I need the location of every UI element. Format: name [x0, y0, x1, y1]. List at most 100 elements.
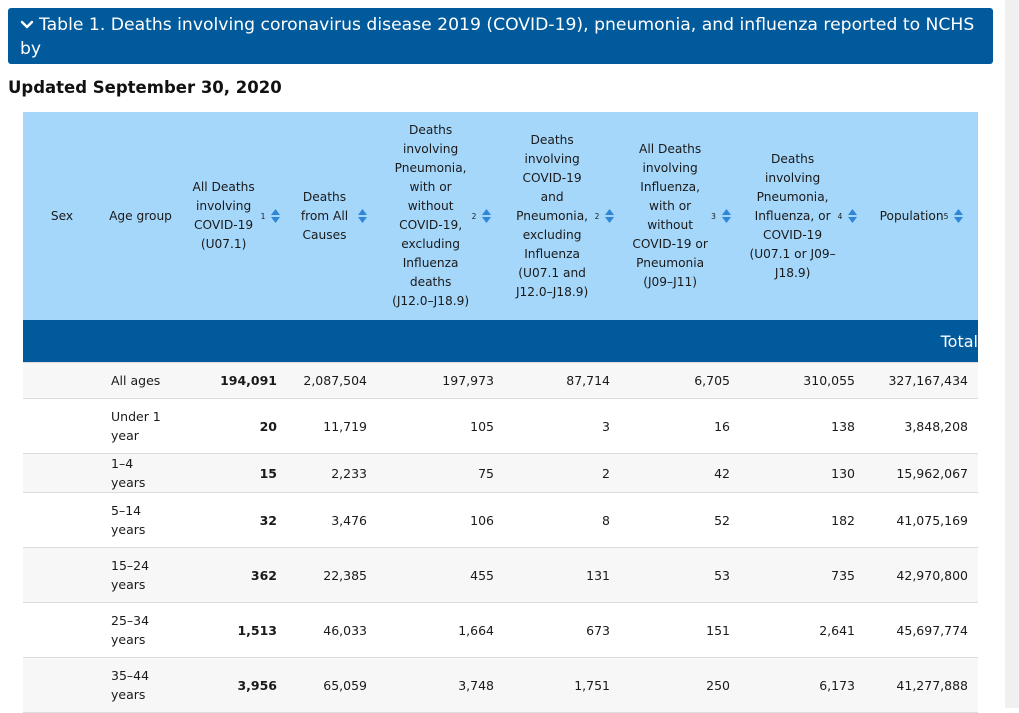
cell-all: 65,059 [287, 657, 377, 713]
cell-covpneu: 131 [504, 547, 620, 603]
cell-age: 25–34 years [101, 602, 180, 658]
cell-pneu: 455 [377, 547, 504, 603]
cell-covid: 15 [180, 453, 287, 493]
cell-pop: 42,970,800 [865, 547, 978, 603]
cell-covpneu: 8 [504, 492, 620, 548]
cell-age: All ages [101, 362, 180, 399]
table-row: 35–44 years 3,956 65,059 3,748 1,751 250 6,173… [23, 657, 978, 713]
column-header-label: All Deaths involving Influenza, with or … [632, 142, 708, 289]
sort-arrows-icon[interactable] [721, 209, 731, 223]
cell-flu: 250 [620, 657, 740, 713]
sort-arrows-icon[interactable] [954, 209, 964, 223]
cell-age: 5–14 years [101, 492, 180, 548]
cell-age: 1–4 years [101, 453, 180, 493]
cell-flu: 6,705 [620, 362, 740, 399]
cell-pneu: 105 [377, 398, 504, 454]
column-header-4[interactable]: Deaths involving Pneumonia, with or with… [377, 112, 504, 320]
cell-pop: 327,167,434 [865, 362, 978, 399]
cell-pic: 310,055 [740, 362, 865, 399]
cell-covpneu: 1,751 [504, 657, 620, 713]
cell-pop: 3,848,208 [865, 398, 978, 454]
table-row: 1–4 years 15 2,233 75 2 42 130 15,962,067 [23, 453, 978, 493]
column-header-label: Deaths involving Pneumonia, with or with… [392, 123, 470, 308]
cell-flu: 42 [620, 453, 740, 493]
footnote-marker: 1 [260, 211, 266, 221]
updated-date: Updated September 30, 2020 [8, 78, 282, 97]
table-title-toggle[interactable]: Table 1. Deaths involving coronavirus di… [8, 8, 993, 83]
cell-pic: 138 [740, 398, 865, 454]
cell-all: 46,033 [287, 602, 377, 658]
footnote-marker: 2 [471, 211, 477, 221]
table-row: 25–34 years 1,513 46,033 1,664 673 151 2,641 45… [23, 602, 978, 658]
cell-pop: 41,075,169 [865, 492, 978, 548]
cell-pic: 130 [740, 453, 865, 493]
column-header-2[interactable]: All Deaths involving COVID-19 (U07.1) 1 [180, 112, 287, 320]
cell-pneu: 106 [377, 492, 504, 548]
cell-sex [23, 602, 101, 658]
table-title-line-1: Table 1. Deaths involving coronavirus di… [20, 15, 975, 59]
column-header-8[interactable]: Population 5 [865, 112, 978, 320]
cell-pic: 735 [740, 547, 865, 603]
cell-sex [23, 492, 101, 548]
cell-pop: 45,697,774 [865, 602, 978, 658]
column-header-6[interactable]: All Deaths involving Influenza, with or … [620, 112, 740, 320]
cell-age: 15–24 years [101, 547, 180, 603]
cell-covid: 20 [180, 398, 287, 454]
cell-pic: 2,641 [740, 602, 865, 658]
cell-sex [23, 398, 101, 454]
cell-covpneu: 673 [504, 602, 620, 658]
column-header-label: Age group [109, 208, 172, 223]
cell-sex [23, 657, 101, 713]
footnote-marker: 5 [943, 211, 949, 221]
cell-all: 22,385 [287, 547, 377, 603]
footnote-marker: 4 [837, 211, 843, 221]
cell-pop: 15,962,067 [865, 453, 978, 493]
cell-pop: 41,277,888 [865, 657, 978, 713]
cell-flu: 52 [620, 492, 740, 548]
cell-all: 3,476 [287, 492, 377, 548]
column-header-label: Deaths involving COVID-19 and Pneumonia,… [515, 132, 589, 299]
cell-covpneu: 3 [504, 398, 620, 454]
sort-arrows-icon[interactable] [605, 209, 615, 223]
cell-pic: 182 [740, 492, 865, 548]
table-row: Under 1 year 20 11,719 105 3 16 138 3,848,208 [23, 398, 978, 454]
table-row: All ages 194,091 2,087,504 197,973 87,714 6,7… [23, 362, 978, 399]
chevron-down-icon [20, 13, 34, 37]
column-header-5[interactable]: Deaths involving COVID-19 and Pneumonia,… [504, 112, 620, 320]
cell-covid: 3,956 [180, 657, 287, 713]
cell-pneu: 3,748 [377, 657, 504, 713]
page-scrollbar[interactable] [1005, 0, 1019, 708]
sort-arrows-icon[interactable] [358, 209, 367, 223]
column-header-label: Sex [50, 208, 74, 223]
cell-all: 2,233 [287, 453, 377, 493]
cell-flu: 151 [620, 602, 740, 658]
cell-pneu: 1,664 [377, 602, 504, 658]
cell-covid: 32 [180, 492, 287, 548]
deaths-table: Sex Age group All Deaths involving COVID-1… [23, 112, 978, 713]
cell-covpneu: 87,714 [504, 362, 620, 399]
footnote-marker: 3 [711, 211, 716, 221]
column-header-7[interactable]: Deaths involving Pneumonia, Influenza, o… [740, 112, 865, 320]
column-header-3[interactable]: Deaths from All Causes [287, 112, 377, 320]
column-header-1: Age group [101, 112, 180, 320]
sort-arrows-icon[interactable] [271, 209, 281, 223]
cell-all: 11,719 [287, 398, 377, 454]
table-title-line-2: sex and age group. United States. Week e… [20, 63, 629, 83]
section-total: Total [23, 320, 978, 363]
sort-arrows-icon[interactable] [482, 209, 492, 223]
sort-arrows-icon[interactable] [848, 209, 858, 223]
cell-age: 35–44 years [101, 657, 180, 713]
cell-sex [23, 453, 101, 493]
table-row: 15–24 years 362 22,385 455 131 53 735 42,970,80… [23, 547, 978, 603]
cell-flu: 16 [620, 398, 740, 454]
column-header-label: Population [879, 208, 944, 223]
footnote-marker: 2 [594, 211, 600, 221]
column-header-0: Sex [23, 112, 101, 320]
cell-covid: 1,513 [180, 602, 287, 658]
cell-flu: 53 [620, 547, 740, 603]
cell-pic: 6,173 [740, 657, 865, 713]
column-header-label: Deaths involving Pneumonia, Influenza, o… [749, 151, 836, 280]
column-header-label: All Deaths involving COVID-19 (U07.1) [192, 180, 255, 251]
column-header-label: Deaths from All Causes [300, 189, 349, 242]
cell-age: Under 1 year [101, 398, 180, 454]
